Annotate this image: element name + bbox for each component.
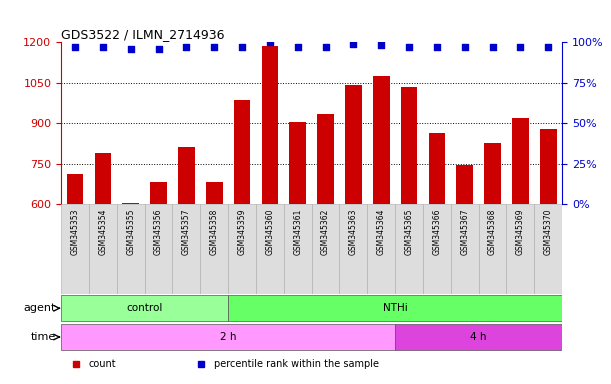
Point: [321, 44, 331, 50]
FancyBboxPatch shape: [395, 204, 423, 294]
Point: [543, 44, 553, 50]
Bar: [67, 174, 83, 204]
Bar: [512, 118, 529, 204]
Bar: [317, 114, 334, 204]
Text: GSM345356: GSM345356: [154, 209, 163, 255]
FancyBboxPatch shape: [423, 204, 451, 294]
Text: 4 h: 4 h: [470, 332, 487, 342]
FancyBboxPatch shape: [200, 204, 228, 294]
FancyBboxPatch shape: [117, 204, 145, 294]
Bar: [290, 122, 306, 204]
Text: GSM345369: GSM345369: [516, 209, 525, 255]
Bar: [206, 182, 222, 204]
FancyBboxPatch shape: [61, 204, 89, 294]
Text: GSM345363: GSM345363: [349, 209, 358, 255]
Point: [404, 44, 414, 50]
Point: [293, 44, 302, 50]
Text: GSM345353: GSM345353: [70, 209, 79, 255]
FancyBboxPatch shape: [145, 204, 172, 294]
Text: GSM345355: GSM345355: [126, 209, 135, 255]
Point: [98, 44, 108, 50]
Bar: [401, 87, 417, 204]
Text: GSM345370: GSM345370: [544, 209, 553, 255]
Text: GSM345361: GSM345361: [293, 209, 302, 255]
FancyBboxPatch shape: [534, 204, 562, 294]
FancyBboxPatch shape: [451, 204, 478, 294]
FancyBboxPatch shape: [228, 295, 562, 321]
Point: [237, 44, 247, 50]
Text: GSM345357: GSM345357: [182, 209, 191, 255]
FancyBboxPatch shape: [507, 204, 534, 294]
Text: 2 h: 2 h: [220, 332, 236, 342]
Bar: [233, 100, 251, 204]
Text: percentile rank within the sample: percentile rank within the sample: [214, 359, 379, 369]
FancyBboxPatch shape: [61, 324, 395, 350]
FancyBboxPatch shape: [228, 204, 256, 294]
Text: agent: agent: [24, 303, 56, 313]
Text: GSM345368: GSM345368: [488, 209, 497, 255]
Bar: [345, 85, 362, 204]
Point: [432, 44, 442, 50]
FancyBboxPatch shape: [395, 324, 562, 350]
Bar: [178, 147, 195, 204]
Text: NTHi: NTHi: [382, 303, 408, 313]
Text: GDS3522 / ILMN_2714936: GDS3522 / ILMN_2714936: [61, 28, 225, 41]
Bar: [540, 129, 557, 204]
Point: [126, 46, 136, 52]
Text: GSM345367: GSM345367: [460, 209, 469, 255]
Bar: [95, 153, 111, 204]
Point: [70, 44, 80, 50]
FancyBboxPatch shape: [256, 204, 284, 294]
Point: [348, 41, 358, 47]
Point: [488, 44, 497, 50]
Point: [181, 44, 191, 50]
Bar: [150, 182, 167, 204]
FancyBboxPatch shape: [367, 204, 395, 294]
FancyBboxPatch shape: [478, 204, 507, 294]
Text: GSM345362: GSM345362: [321, 209, 330, 255]
Bar: [262, 46, 278, 204]
Bar: [122, 203, 139, 204]
Point: [460, 44, 470, 50]
Text: GSM345364: GSM345364: [377, 209, 386, 255]
FancyBboxPatch shape: [340, 204, 367, 294]
Bar: [456, 165, 473, 204]
FancyBboxPatch shape: [284, 204, 312, 294]
Text: GSM345359: GSM345359: [238, 209, 246, 255]
Text: control: control: [126, 303, 163, 313]
Bar: [428, 132, 445, 204]
Text: GSM345360: GSM345360: [265, 209, 274, 255]
Bar: [484, 143, 501, 204]
Text: count: count: [89, 359, 116, 369]
Point: [210, 44, 219, 50]
FancyBboxPatch shape: [312, 204, 340, 294]
Text: GSM345354: GSM345354: [98, 209, 108, 255]
Text: GSM345366: GSM345366: [433, 209, 441, 255]
Text: GSM345365: GSM345365: [404, 209, 414, 255]
FancyBboxPatch shape: [172, 204, 200, 294]
FancyBboxPatch shape: [89, 204, 117, 294]
Point: [265, 39, 275, 45]
FancyBboxPatch shape: [61, 295, 228, 321]
Text: GSM345358: GSM345358: [210, 209, 219, 255]
Point: [153, 46, 163, 52]
Bar: [373, 76, 390, 204]
Text: time: time: [31, 332, 56, 342]
Point: [516, 44, 525, 50]
Point: [376, 42, 386, 48]
